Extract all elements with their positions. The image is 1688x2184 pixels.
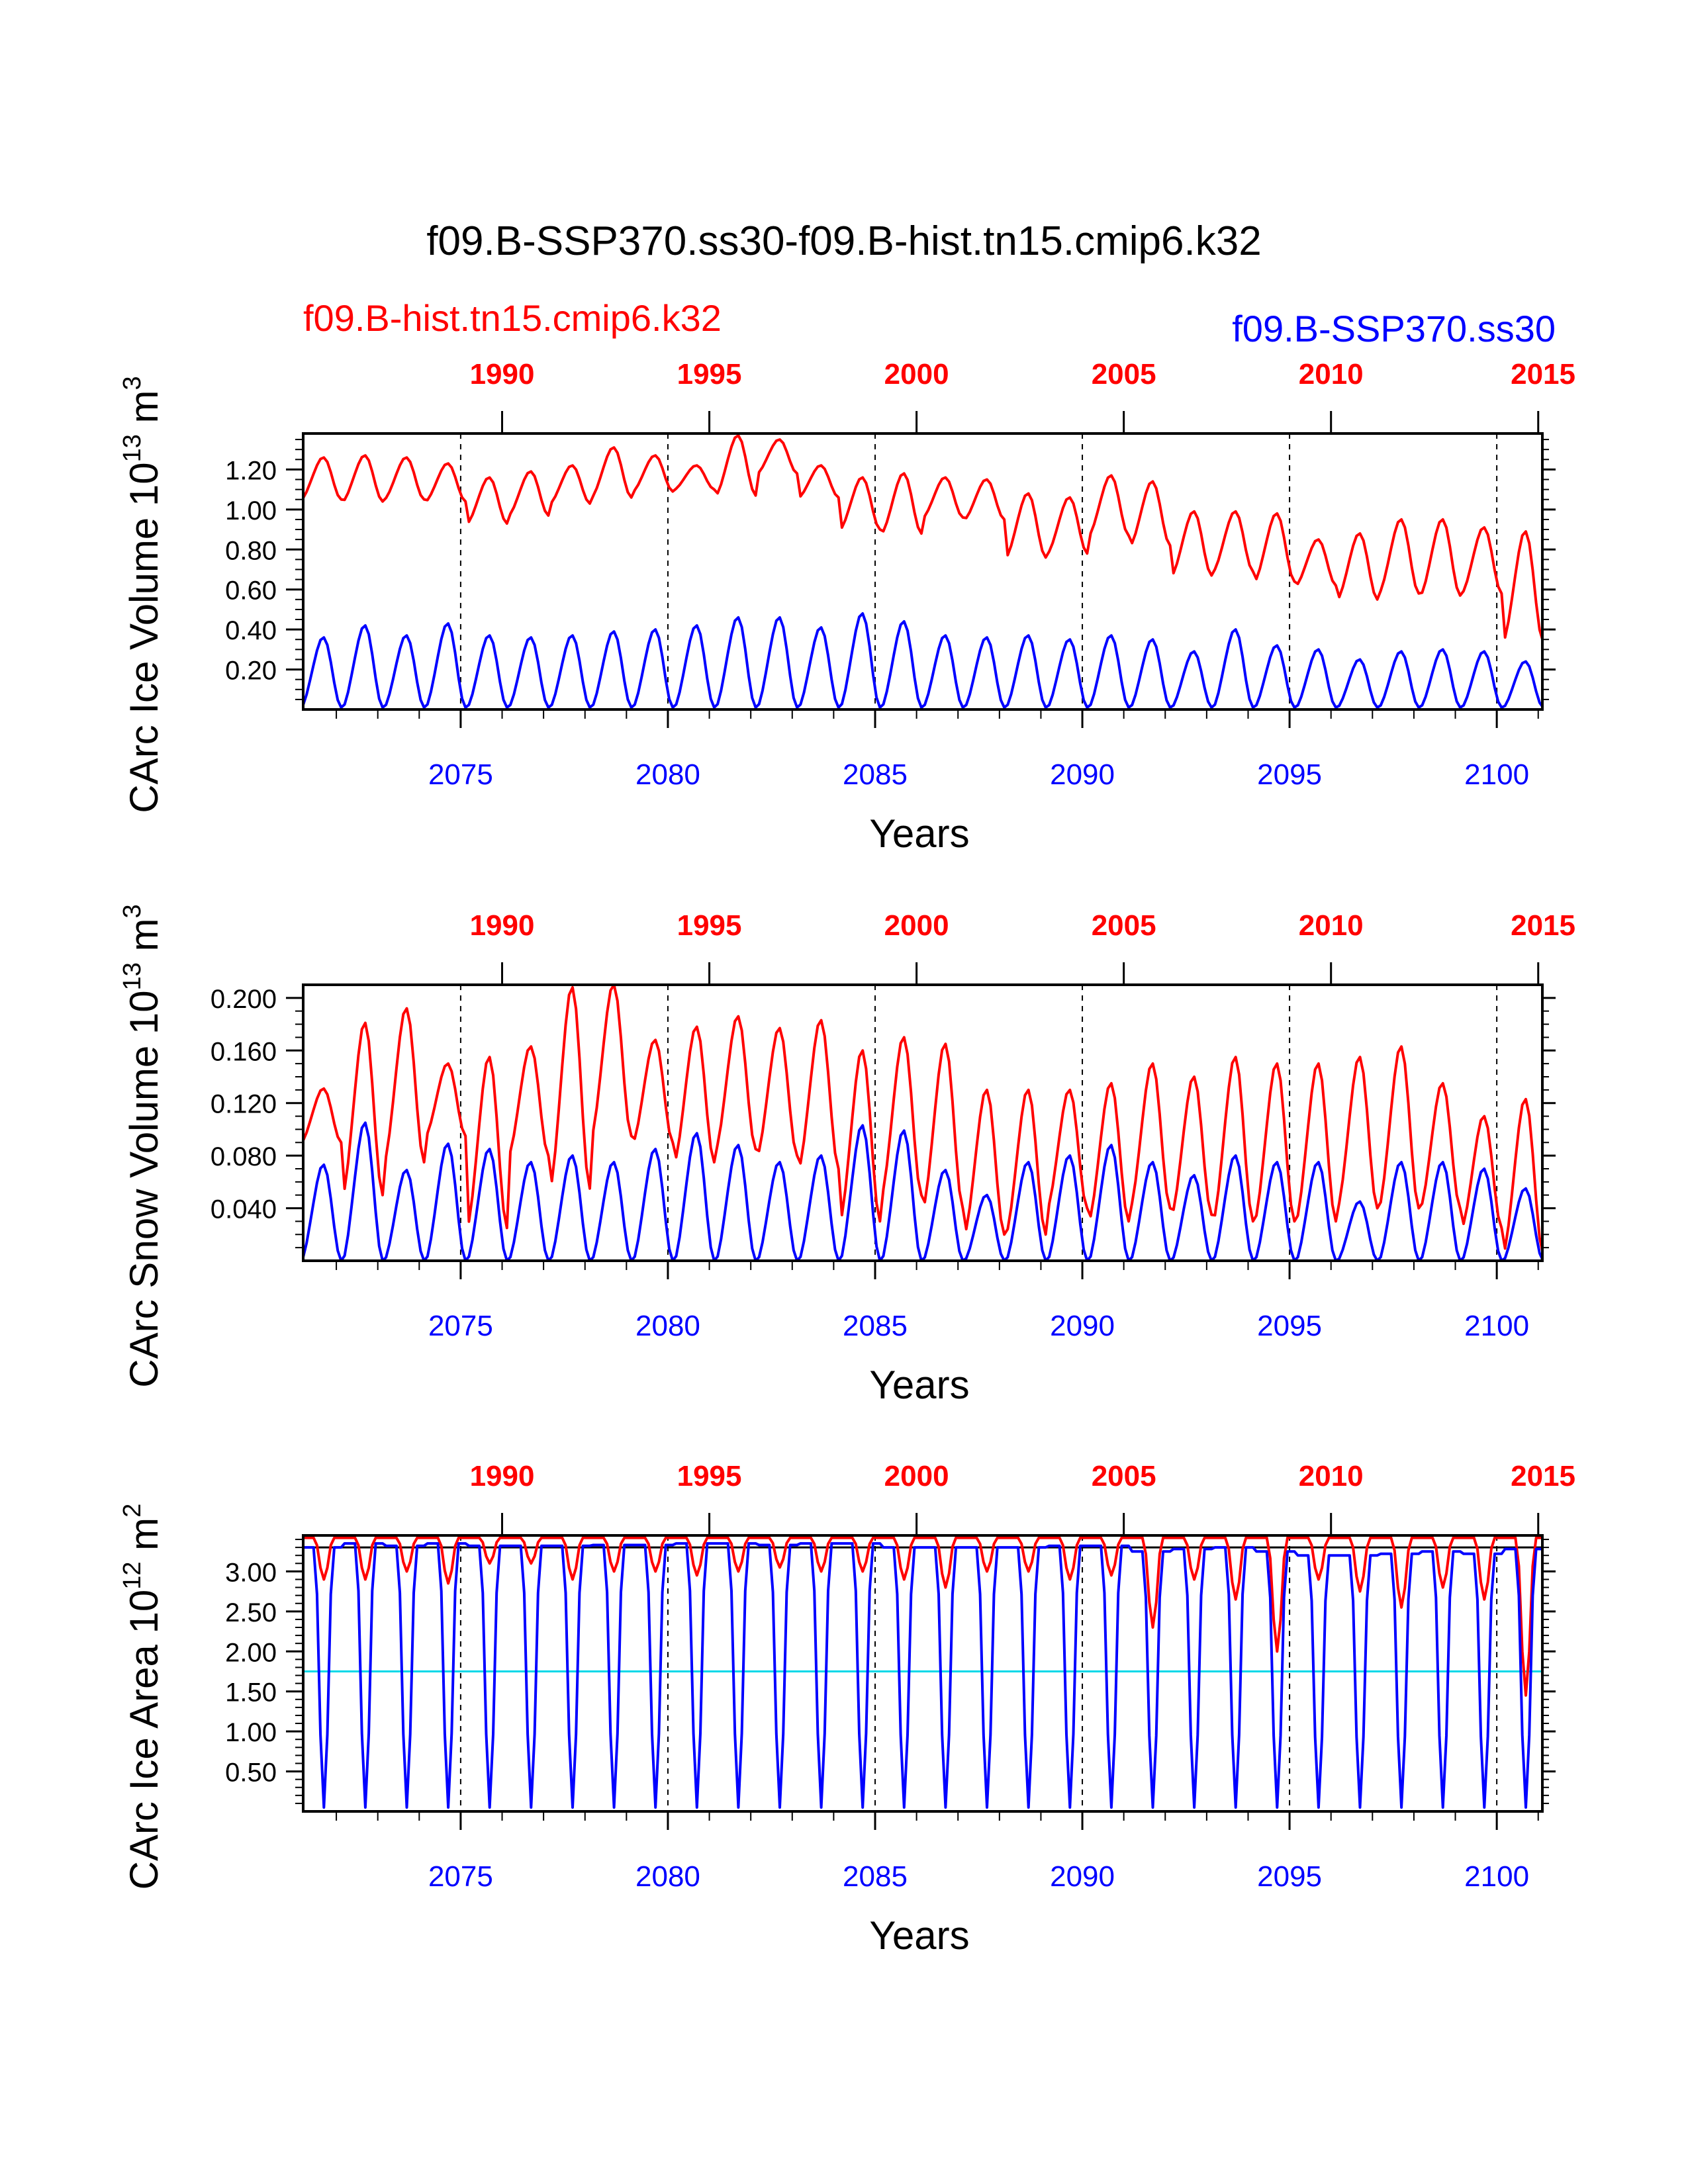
- series-line-hist: [303, 434, 1542, 643]
- x-tick-label-bottom: 2080: [635, 758, 700, 791]
- x-tick-label-bottom: 2090: [1050, 1310, 1115, 1342]
- y-tick-label: 1.50: [225, 1678, 277, 1707]
- x-tick-label-top: 2010: [1299, 358, 1364, 390]
- y-tick-label: 1.00: [225, 496, 277, 525]
- x-tick-label-top: 2000: [884, 909, 949, 942]
- plot-frame: [302, 432, 1544, 711]
- y-tick-label: 0.040: [211, 1195, 277, 1224]
- x-axis-title: Years: [869, 811, 969, 856]
- x-tick-label-bottom: 2085: [843, 1860, 908, 1893]
- x-tick-label-bottom: 2080: [635, 1860, 700, 1893]
- x-tick-label-bottom: 2075: [428, 758, 493, 791]
- x-tick-label-bottom: 2100: [1464, 1310, 1529, 1342]
- x-tick-label-top: 2010: [1299, 909, 1364, 942]
- y-axis-title-part: 2: [118, 1504, 146, 1518]
- x-tick-label-top: 2015: [1511, 1460, 1575, 1492]
- plot-area: [303, 434, 1542, 709]
- y-axis-title-part: CArc Ice Volume 10: [122, 462, 166, 813]
- y-axis-title-part: m: [122, 918, 166, 962]
- plot-area: [303, 1536, 1542, 1809]
- x-tick-label-top: 2000: [884, 1460, 949, 1492]
- x-tick-label-top: 2000: [884, 358, 949, 390]
- x-tick-label-top: 1990: [470, 358, 535, 390]
- x-tick-label-bottom: 2100: [1464, 758, 1529, 791]
- y-axis-title-part: m: [122, 1518, 166, 1562]
- x-axis-title: Years: [869, 1913, 969, 1958]
- x-tick-label-top: 1995: [677, 1460, 742, 1492]
- series-line-ssp: [303, 1542, 1542, 1809]
- y-tick-label: 0.120: [211, 1090, 277, 1119]
- y-axis-title-part: CArc Snow Volume 10: [122, 990, 166, 1387]
- y-axis-title-part: CArc Ice Area 10: [122, 1590, 166, 1890]
- series-line-hist: [303, 1536, 1542, 1697]
- x-tick-label-bottom: 2100: [1464, 1860, 1529, 1893]
- legend-label-ssp: f09.B-SSP370.ss30: [1232, 308, 1556, 349]
- x-tick-label-bottom: 2090: [1050, 1860, 1115, 1893]
- y-tick-label: 1.20: [225, 456, 277, 485]
- y-tick-label: 0.200: [211, 985, 277, 1014]
- y-tick-label: 2.50: [225, 1598, 277, 1627]
- panel-ice-volume: 1.20 1.00 0.80 0.60 0.40 0.20 2075 2080 2085 2090…: [118, 358, 1575, 856]
- x-tick-label-top: 2005: [1092, 358, 1156, 390]
- x-tick-label-bottom: 2085: [843, 1310, 908, 1342]
- y-axis-title-part: 13: [118, 962, 146, 990]
- x-tick-label-top: 1990: [470, 1460, 535, 1492]
- legend-label-hist: f09.B-hist.tn15.cmip6.k32: [303, 297, 722, 339]
- x-tick-label-bottom: 2085: [843, 758, 908, 791]
- y-tick-label: 0.160: [211, 1037, 277, 1066]
- x-tick-label-bottom: 2080: [635, 1310, 700, 1342]
- plot-area: [303, 985, 1542, 1261]
- x-tick-label-bottom: 2090: [1050, 758, 1115, 791]
- panel-ice-area: 3.00 2.50 2.00 1.50 1.00 0.50 2075 2080 2085 2090…: [118, 1460, 1575, 1958]
- y-axis-title-part: m: [122, 390, 166, 434]
- y-tick-label: 0.50: [225, 1758, 277, 1788]
- y-tick-label: 0.60: [225, 576, 277, 606]
- y-tick-label: 0.080: [211, 1142, 277, 1171]
- series-line-hist: [303, 985, 1542, 1255]
- x-tick-label-top: 1995: [677, 909, 742, 942]
- figure-title: f09.B-SSP370.ss30-f09.B-hist.tn15.cmip6.…: [426, 218, 1261, 264]
- x-tick-label-top: 2005: [1092, 1460, 1156, 1492]
- y-axis-title-part: 13: [118, 434, 146, 462]
- panel-snow-volume: 0.200 0.160 0.120 0.080 0.040 2075 2080 2085 209…: [118, 904, 1575, 1407]
- x-axis-title: Years: [869, 1363, 969, 1407]
- y-axis-title-part: 3: [118, 376, 146, 390]
- y-tick-label: 3.00: [225, 1558, 277, 1587]
- x-tick-label-top: 2015: [1511, 358, 1575, 390]
- y-tick-label: 0.40: [225, 616, 277, 645]
- y-axis-title: CArc Snow Volume 1013 m3: [118, 904, 166, 1387]
- plot-frame: [302, 1534, 1544, 1813]
- x-tick-label-top: 2015: [1511, 909, 1575, 942]
- series-line-ssp: [303, 612, 1542, 709]
- y-tick-label: 1.00: [225, 1718, 277, 1747]
- x-tick-label-bottom: 2075: [428, 1310, 493, 1342]
- x-tick-label-bottom: 2095: [1257, 1310, 1322, 1342]
- y-axis-title-part: 3: [118, 904, 146, 918]
- x-tick-label-bottom: 2095: [1257, 758, 1322, 791]
- y-tick-label: 2.00: [225, 1638, 277, 1667]
- y-axis-title: CArc Ice Area 1012 m2: [118, 1504, 166, 1890]
- y-tick-label: 0.80: [225, 536, 277, 565]
- x-tick-label-bottom: 2075: [428, 1860, 493, 1893]
- y-axis-title: CArc Ice Volume 1013 m3: [118, 376, 166, 813]
- series-line-ssp: [303, 1121, 1542, 1261]
- plot-frame: [302, 983, 1544, 1262]
- x-tick-label-top: 2010: [1299, 1460, 1364, 1492]
- x-tick-label-top: 1995: [677, 358, 742, 390]
- y-tick-label: 0.20: [225, 657, 277, 686]
- x-tick-label-top: 2005: [1092, 909, 1156, 942]
- x-tick-label-top: 1990: [470, 909, 535, 942]
- y-axis-title-part: 12: [118, 1561, 146, 1589]
- x-tick-label-bottom: 2095: [1257, 1860, 1322, 1893]
